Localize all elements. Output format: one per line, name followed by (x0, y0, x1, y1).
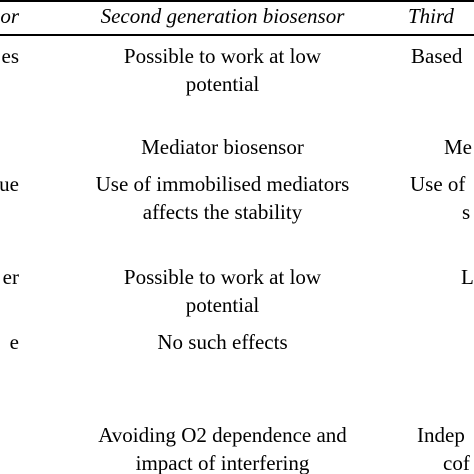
row3-col2-line1: Use of immobilised mediators (95, 172, 350, 196)
row4-col2-line2: potential (185, 293, 260, 317)
table-header-rule (0, 34, 474, 36)
row1-col2-line2: potential (185, 72, 260, 96)
row6-col2-line2: impact of interfering (135, 451, 310, 474)
row1-col1: es (1, 44, 20, 68)
header-col1: sensor (0, 4, 19, 28)
row6-col3-line1: Indep (417, 423, 465, 447)
header-col2: Second generation biosensor (100, 4, 345, 28)
row3-col3-line1: Use of (410, 172, 466, 196)
row4-col3-line1: L (461, 265, 474, 289)
row1-col2-line1: Possible to work at low (123, 44, 322, 68)
row5-col1: e (9, 330, 19, 354)
row3-col1: ue (0, 172, 19, 196)
header-col3: Third (408, 4, 454, 28)
row5-col2-line1: No such effects (157, 330, 288, 354)
row1-col3-line1: Based (411, 44, 463, 68)
row6-col3-line2: cof (443, 451, 470, 474)
table-top-rule (0, 0, 474, 2)
row3-col2-line2: affects the stability (142, 200, 303, 224)
row3-col3-line2: s (462, 200, 471, 224)
row6-col2-line1: Avoiding O2 dependence and (98, 423, 347, 447)
row2-col3-line1: Me (444, 135, 472, 159)
row4-col1: er (2, 265, 19, 289)
row2-col2-line1: Mediator biosensor (141, 135, 304, 159)
row4-col2-line1: Possible to work at low (123, 265, 322, 289)
